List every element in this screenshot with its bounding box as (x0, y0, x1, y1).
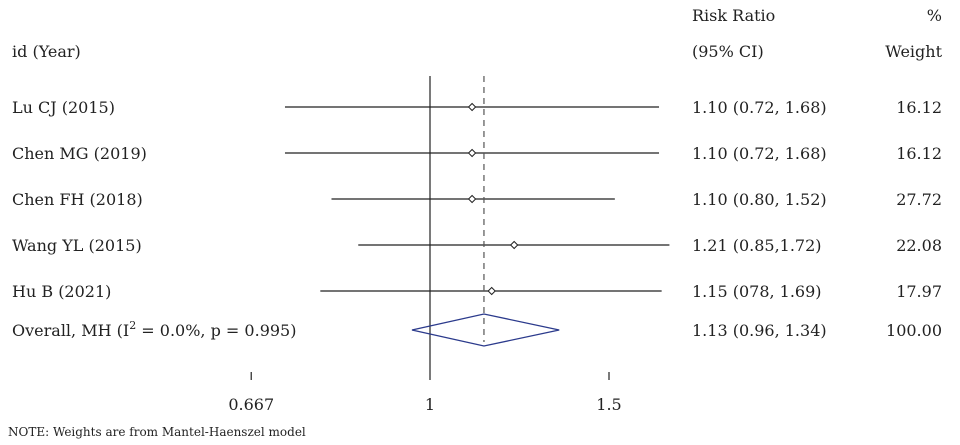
study-label: Wang YL (2015) (12, 236, 142, 255)
study-label: Lu CJ (2015) (12, 98, 115, 117)
study-label: Chen FH (2018) (12, 190, 143, 209)
study-weight: 16.12 (896, 98, 942, 117)
study-weight: 17.97 (896, 282, 942, 301)
study-label: Hu B (2021) (12, 282, 111, 301)
study-ci-text: 1.10 (0.80, 1.52) (692, 190, 827, 209)
study-point-estimate (467, 194, 477, 204)
header-weight-label-2: Weight (885, 42, 942, 61)
overall-label: Overall, MH (I2 = 0.0%, p = 0.995) (12, 319, 296, 340)
study-weight: 16.12 (896, 144, 942, 163)
study-point-estimate (467, 148, 477, 158)
study-ci-text: 1.21 (0.85,1.72) (692, 236, 822, 255)
overall-weight: 100.00 (886, 321, 942, 340)
overall-label-suffix: = 0.0%, p = 0.995) (136, 321, 296, 340)
study-row: Hu B (2021) 1.15 (078, 1.69) 17.97 (12, 282, 942, 301)
header-id-label: id (Year) (12, 42, 81, 61)
study-row: Wang YL (2015) 1.21 (0.85,1.72) 22.08 (12, 236, 942, 255)
study-point-estimate (467, 102, 477, 112)
study-ci-text: 1.10 (0.72, 1.68) (692, 144, 827, 163)
study-row: Chen FH (2018) 1.10 (0.80, 1.52) 27.72 (12, 190, 942, 209)
study-label: Chen MG (2019) (12, 144, 147, 163)
footnote: NOTE: Weights are from Mantel-Haenszel m… (8, 425, 306, 439)
overall-label-sup: 2 (129, 319, 136, 332)
study-row: Lu CJ (2015) 1.10 (0.72, 1.68) 16.12 (12, 98, 942, 117)
study-ci-text: 1.10 (0.72, 1.68) (692, 98, 827, 117)
study-ci-text: 1.15 (078, 1.69) (692, 282, 822, 301)
study-weight: 22.08 (896, 236, 942, 255)
x-axis-ticks: 0.667 1 1.5 (228, 372, 622, 414)
study-point-estimate (487, 286, 496, 296)
study-row: Chen MG (2019) 1.10 (0.72, 1.68) 16.12 (12, 144, 942, 163)
x-tick-label: 1 (425, 395, 435, 414)
x-tick-label: 0.667 (228, 395, 274, 414)
overall-ci-text: 1.13 (0.96, 1.34) (692, 321, 827, 340)
study-point-estimate (509, 240, 519, 250)
header-weight-label-1: % (927, 6, 942, 25)
header-effect-label-2: (95% CI) (692, 42, 764, 61)
header-effect-label-1: Risk Ratio (692, 6, 775, 25)
x-tick-label: 1.5 (596, 395, 621, 414)
overall-label-prefix: Overall, MH (I (12, 321, 129, 340)
study-weight: 27.72 (896, 190, 942, 209)
overall-diamond (411, 313, 560, 347)
